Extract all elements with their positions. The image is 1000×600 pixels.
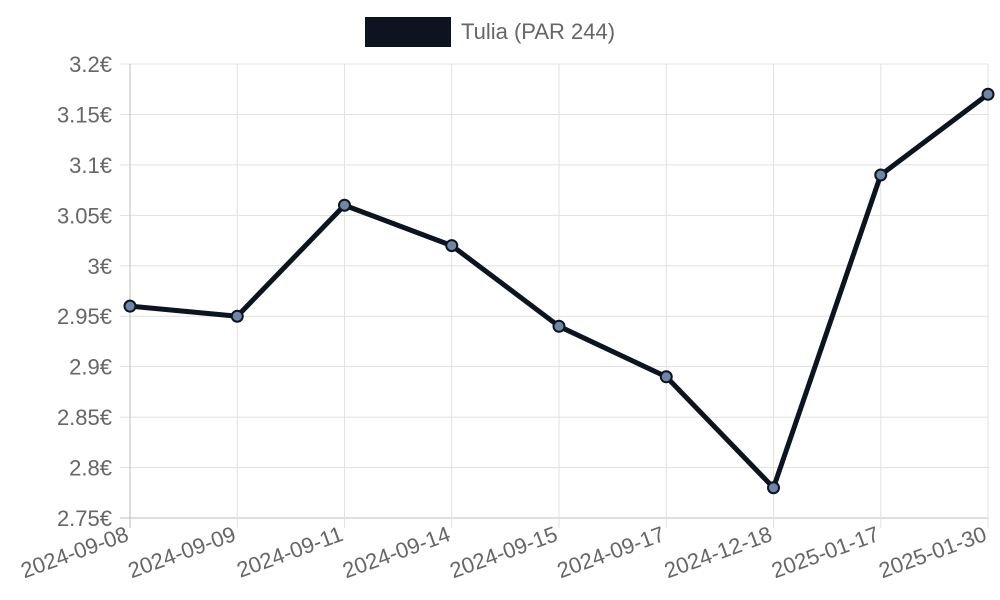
data-point[interactable]	[338, 198, 351, 212]
y-tick-label: 3€	[88, 254, 112, 279]
x-tick-label: 2024-09-09	[125, 521, 239, 583]
data-point[interactable]	[123, 299, 137, 313]
x-tick-label: 2024-09-17	[554, 521, 668, 583]
legend-label: Tulia (PAR 244)	[461, 19, 615, 44]
y-tick-label: 3.15€	[57, 102, 112, 127]
data-point[interactable]	[659, 370, 673, 384]
y-tick-label: 3.05€	[57, 203, 112, 228]
data-point[interactable]	[981, 87, 995, 101]
y-tick-label: 2.85€	[57, 405, 112, 430]
y-tick-label: 2.9€	[69, 355, 112, 380]
data-point[interactable]	[230, 309, 244, 323]
data-point[interactable]	[874, 168, 888, 182]
x-tick-label: 2024-09-11	[233, 521, 346, 582]
y-tick-label: 3.1€	[69, 153, 112, 178]
x-tick-label: 2025-01-17	[768, 521, 882, 583]
grid	[120, 63, 989, 528]
y-tick-label: 2.75€	[57, 506, 112, 531]
x-axis-ticks: 2024-09-082024-09-092024-09-112024-09-14…	[17, 521, 989, 583]
x-tick-label: 2024-12-18	[661, 521, 775, 583]
x-tick-label: 2024-09-15	[446, 521, 560, 583]
legend[interactable]: Tulia (PAR 244)	[365, 17, 615, 47]
x-tick-label: 2025-01-30	[875, 521, 989, 583]
series	[123, 87, 995, 495]
y-axis-ticks: 3.2€ 3.15€ 3.1€ 3.05€ 3€ 2.95€ 2.9€ 2.85€ 2.8€ 2.…	[57, 52, 112, 531]
legend-swatch	[365, 17, 451, 47]
data-point[interactable]	[445, 239, 459, 253]
y-tick-label: 2.8€	[69, 456, 112, 481]
data-point[interactable]	[767, 481, 780, 495]
data-point[interactable]	[552, 319, 566, 333]
y-tick-label: 2.95€	[57, 304, 112, 329]
x-tick-label: 2024-09-14	[339, 521, 453, 583]
y-tick-label: 3.2€	[69, 52, 112, 77]
